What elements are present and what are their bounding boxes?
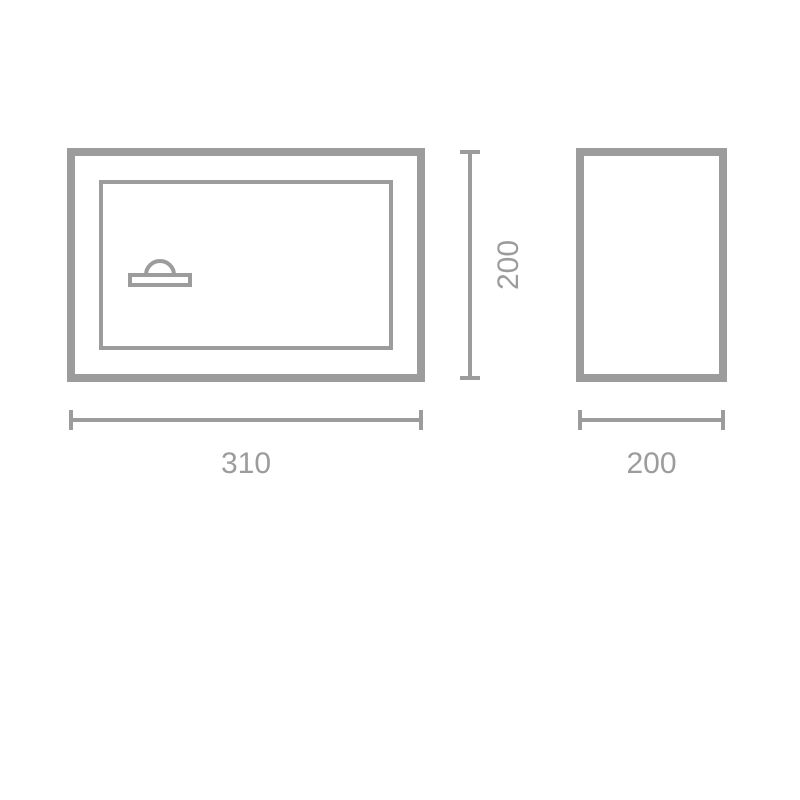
front-view-door xyxy=(101,182,391,348)
side-view xyxy=(580,152,723,378)
dimension-diagram: 310 200 200 xyxy=(0,0,800,800)
knob-dome xyxy=(146,261,174,275)
dim-height-label: 200 xyxy=(492,240,525,290)
knob-base xyxy=(130,275,190,285)
dim-width-front-label: 310 xyxy=(221,447,271,480)
dim-width-side-label: 200 xyxy=(626,447,676,480)
front-view-outer xyxy=(71,152,421,378)
